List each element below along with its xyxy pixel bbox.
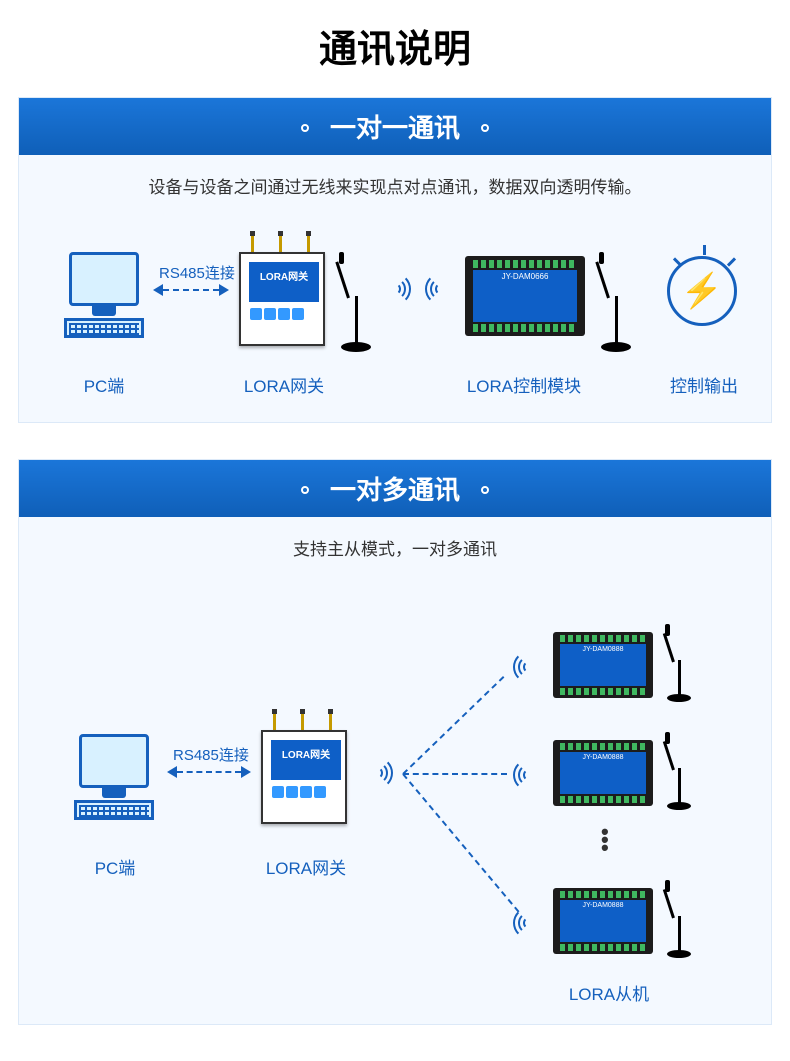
pc-label: PC端 <box>59 372 149 397</box>
lora-slave: JY-DAM0888 <box>553 888 653 954</box>
antenna-icon <box>661 720 701 810</box>
wireless-icon <box>377 264 413 314</box>
pc-icon <box>69 734 159 820</box>
bolt-icon: ⚡ <box>681 271 723 311</box>
antenna-icon <box>661 612 701 702</box>
gateway-device: LORA网关 <box>237 240 327 340</box>
gateway-screen: LORA网关 <box>249 262 319 302</box>
slave-label: LORA从机 <box>549 980 669 1005</box>
gateway-label: LORA网关 <box>241 854 371 879</box>
section-one-to-many: 一对多通讯 支持主从模式，一对多通讯 PC端 RS485连接 LORA网关 <box>18 459 772 1025</box>
wireless-icon <box>359 748 395 798</box>
module-screen: JY-DAM0666 <box>473 270 577 322</box>
module-label: LORA控制模块 <box>449 372 599 397</box>
diagram-one-to-many: PC端 RS485连接 LORA网关 LORA网关 <box>19 584 771 1024</box>
antenna-icon <box>593 242 639 352</box>
pc-label: PC端 <box>65 854 165 879</box>
dashed-line <box>402 773 519 912</box>
wireless-icon <box>511 750 547 800</box>
lora-slave: JY-DAM0888 <box>553 740 653 806</box>
arrow-right <box>241 766 251 778</box>
diagram-one-to-one: PC端 RS485连接 LORA网关 LORA网关 <box>19 222 771 422</box>
bullet-dot <box>481 486 489 494</box>
section-one-to-one: 一对一通讯 设备与设备之间通过无线来实现点对点通讯，数据双向透明传输。 PC端 … <box>18 97 772 423</box>
arrow-left <box>167 766 177 778</box>
gateway-label: LORA网关 <box>219 372 349 397</box>
section1-header: 一对一通讯 <box>19 98 771 155</box>
bullet-dot <box>301 486 309 494</box>
gateway-screen: LORA网关 <box>271 740 341 780</box>
dashed-line <box>402 676 504 775</box>
section1-title: 一对一通讯 <box>330 113 460 143</box>
antenna-icon <box>661 868 701 958</box>
section2-desc: 支持主从模式，一对多通讯 <box>19 517 771 584</box>
arrow-left <box>153 284 163 296</box>
section2-title: 一对多通讯 <box>330 475 460 505</box>
bullet-dot <box>301 124 309 132</box>
slave-screen: JY-DAM0888 <box>560 644 646 686</box>
wireless-icon <box>423 264 459 314</box>
lora-module: JY-DAM0666 <box>465 256 585 336</box>
arrow-line <box>177 771 241 773</box>
lora-slave: JY-DAM0888 <box>553 632 653 698</box>
arrow-line <box>163 289 219 291</box>
bullet-dot <box>481 124 489 132</box>
pc-icon <box>59 252 149 338</box>
rs485-label: RS485连接 <box>173 744 249 765</box>
rs485-label: RS485连接 <box>159 262 235 283</box>
wireless-icon <box>511 642 547 692</box>
main-title: 通讯说明 <box>0 0 790 97</box>
ellipsis-icon: ••• <box>601 828 609 852</box>
wireless-icon <box>511 898 547 948</box>
slave-screen: JY-DAM0888 <box>560 900 646 942</box>
dashed-line <box>403 773 507 775</box>
section1-desc: 设备与设备之间通过无线来实现点对点通讯，数据双向透明传输。 <box>19 155 771 222</box>
gateway-device: LORA网关 <box>259 718 349 818</box>
antenna-icon <box>333 242 379 352</box>
output-icon: ⚡ <box>667 256 737 326</box>
arrow-right <box>219 284 229 296</box>
slave-screen: JY-DAM0888 <box>560 752 646 794</box>
output-label: 控制输出 <box>649 372 759 397</box>
section2-header: 一对多通讯 <box>19 460 771 517</box>
